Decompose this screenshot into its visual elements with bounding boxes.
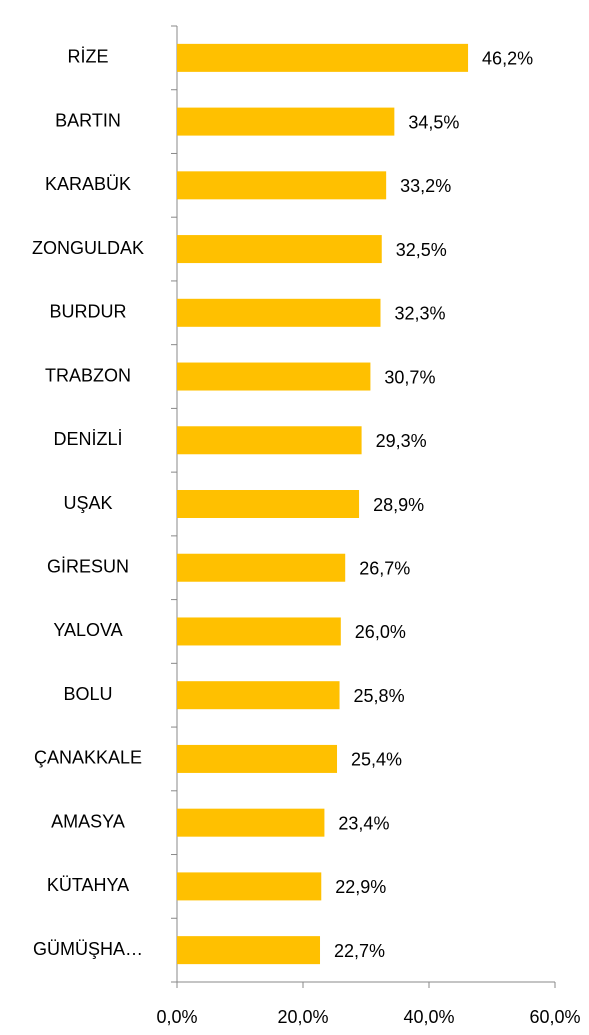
value-label: 28,9% — [373, 495, 424, 515]
bar — [177, 426, 362, 455]
y-tick-label: AMASYA — [51, 811, 125, 831]
y-tick-label: BARTIN — [55, 110, 121, 130]
y-tick-label: ÇANAKKALE — [34, 748, 142, 768]
bar — [177, 936, 321, 965]
bar — [177, 235, 382, 264]
value-label: 32,3% — [394, 304, 445, 324]
x-tick-label: 20,0% — [277, 1007, 328, 1027]
value-label: 46,2% — [482, 49, 533, 69]
value-label: 26,0% — [355, 622, 406, 642]
y-tick-label: YALOVA — [53, 620, 122, 640]
bar — [177, 298, 381, 327]
value-label: 30,7% — [384, 367, 435, 387]
value-label: 32,5% — [396, 240, 447, 260]
value-label: 22,9% — [335, 877, 386, 897]
x-tick-label: 0,0% — [156, 1007, 197, 1027]
value-label: 25,4% — [351, 750, 402, 770]
y-tick-label: RİZE — [67, 47, 108, 67]
y-tick-label: BURDUR — [49, 302, 126, 322]
x-tick-label: 40,0% — [403, 1007, 454, 1027]
bar — [177, 43, 469, 72]
x-tick-label: 60,0% — [529, 1007, 580, 1027]
value-label: 25,8% — [354, 686, 405, 706]
value-label: 33,2% — [400, 176, 451, 196]
bar — [177, 681, 340, 710]
y-tick-label: GÜMÜŞHA… — [33, 939, 143, 959]
bar — [177, 744, 338, 773]
bar — [177, 808, 325, 837]
bar — [177, 617, 341, 646]
y-tick-label: UŞAK — [63, 493, 112, 513]
value-label: 29,3% — [376, 431, 427, 451]
value-label: 23,4% — [338, 813, 389, 833]
bar — [177, 553, 346, 582]
value-label: 22,7% — [334, 941, 385, 961]
bar — [177, 107, 395, 136]
bar — [177, 490, 360, 518]
y-tick-label: GİRESUN — [47, 556, 129, 576]
bar — [177, 872, 322, 901]
y-tick-label: BOLU — [63, 684, 112, 704]
y-tick-label: KARABÜK — [45, 174, 131, 194]
bar — [177, 362, 371, 391]
value-label: 34,5% — [408, 112, 459, 132]
bar — [177, 171, 387, 200]
y-tick-label: KÜTAHYA — [47, 875, 129, 895]
y-tick-label: ZONGULDAK — [32, 238, 144, 258]
value-label: 26,7% — [359, 558, 410, 578]
y-tick-label: DENİZLİ — [53, 429, 122, 449]
y-tick-label: TRABZON — [45, 365, 131, 385]
